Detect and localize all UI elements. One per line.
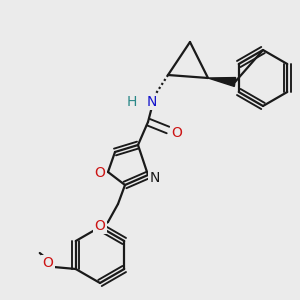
Polygon shape: [208, 77, 236, 86]
Text: O: O: [94, 166, 105, 180]
Text: N: N: [147, 95, 157, 109]
Text: H: H: [127, 95, 137, 109]
Text: O: O: [42, 256, 53, 270]
Text: N: N: [150, 171, 160, 185]
Text: O: O: [172, 126, 182, 140]
Text: O: O: [94, 219, 105, 233]
